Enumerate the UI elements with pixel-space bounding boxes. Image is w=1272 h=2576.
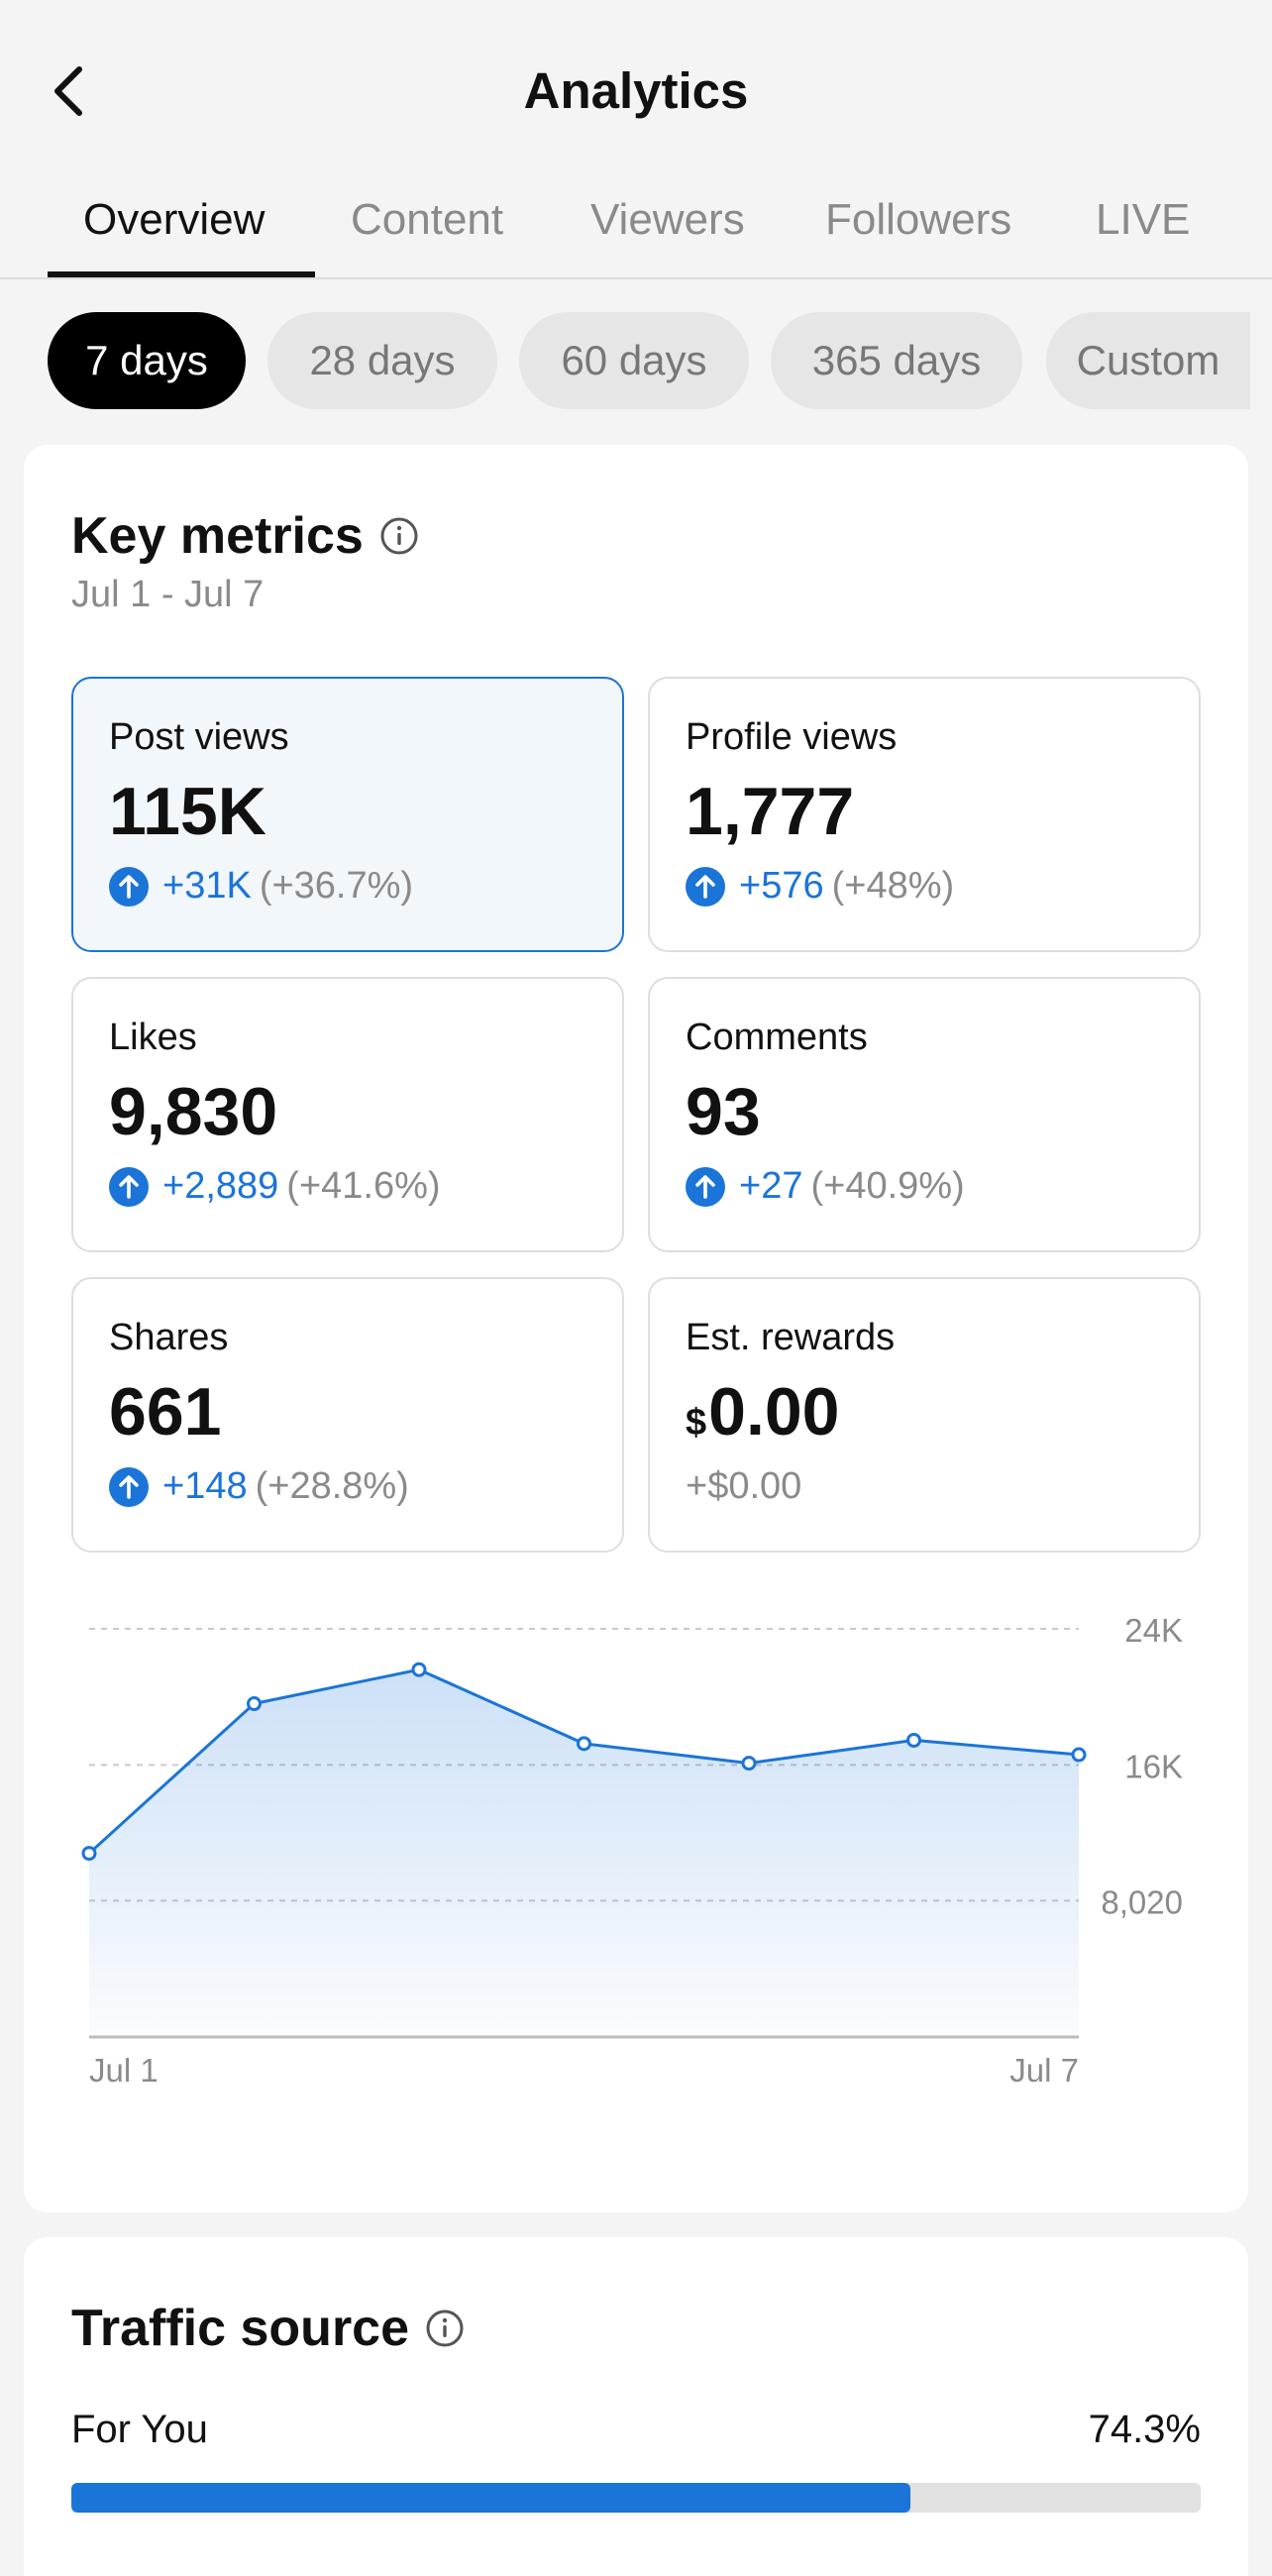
metric-delta: +576 (+48%) <box>686 865 954 908</box>
data-point <box>577 1736 591 1752</box>
traffic-row-for-you: For You 74.3% <box>71 2408 1201 2467</box>
metric-value: 9,830 <box>109 1074 278 1149</box>
metric-label: Shares <box>109 1317 229 1358</box>
info-icon[interactable] <box>425 2308 465 2348</box>
key-metrics-card: Key metrics Jul 1 - Jul 7 Post views 115… <box>24 445 1248 2212</box>
y-tick-label: 24K <box>1124 1612 1183 1649</box>
data-point <box>906 1732 921 1748</box>
metric-delta: +$0.00 <box>686 1465 801 1508</box>
x-tick-label: Jul 1 <box>89 2052 159 2089</box>
key-metrics-title: Key metrics <box>71 507 364 565</box>
traffic-source-card: Traffic source For You 74.3% <box>24 2237 1248 2576</box>
delta-percent: (+41.6%) <box>286 1165 441 1207</box>
delta-percent: (+36.7%) <box>259 865 414 907</box>
metric-delta: +31K (+36.7%) <box>109 865 413 908</box>
info-icon[interactable] <box>379 516 419 556</box>
delta-value: +$0.00 <box>686 1465 802 1507</box>
metric-label: Profile views <box>686 716 898 758</box>
metric-value: 661 <box>109 1374 222 1449</box>
tab-live[interactable]: LIVE <box>1096 195 1191 244</box>
back-button[interactable] <box>40 61 99 121</box>
data-point <box>81 1846 97 1862</box>
metric-value: 115K <box>109 774 266 849</box>
tab-overview[interactable]: Overview <box>83 195 265 244</box>
metric-delta: +148 (+28.8%) <box>109 1465 409 1508</box>
up-arrow-icon <box>109 866 149 907</box>
area-fill <box>89 1669 1079 2037</box>
tab-bar: Overview Content Viewers Followers LIVE <box>0 188 1272 279</box>
range-chip-7-days[interactable]: 7 days <box>48 312 246 409</box>
metric-label: Comments <box>686 1017 868 1058</box>
delta-value: +148 <box>162 1465 248 1507</box>
y-tick-label: 16K <box>1124 1748 1183 1784</box>
metric-amount: 0.00 <box>708 1374 840 1449</box>
traffic-label: For You <box>71 2408 208 2451</box>
tab-content[interactable]: Content <box>351 195 504 244</box>
tab-viewers[interactable]: Viewers <box>590 195 745 244</box>
y-tick-label: 8,020 <box>1101 1883 1183 1920</box>
range-chip-60-days[interactable]: 60 days <box>519 312 749 409</box>
key-metrics-heading: Key metrics <box>71 506 419 566</box>
page-title: Analytics <box>523 62 749 119</box>
up-arrow-icon <box>109 1166 149 1207</box>
traffic-bar-track <box>71 2483 1201 2513</box>
metric-card-post-views[interactable]: Post views 115K +31K (+36.7%) <box>71 677 624 952</box>
traffic-percent: 74.3% <box>1088 2408 1201 2451</box>
metric-card-comments[interactable]: Comments 93 +27 (+40.9%) <box>648 977 1201 1252</box>
metric-label: Likes <box>109 1017 197 1058</box>
metric-value: 93 <box>686 1074 761 1149</box>
currency-symbol: $ <box>686 1402 707 1444</box>
delta-percent: (+40.9%) <box>810 1165 965 1207</box>
range-chip-365-days[interactable]: 365 days <box>771 312 1022 409</box>
up-arrow-icon <box>686 1166 725 1207</box>
tab-followers[interactable]: Followers <box>825 195 1012 244</box>
chart-svg: 8,020 16K 24K Jul 1 Jul 7 <box>81 1612 1183 2089</box>
range-chip-custom[interactable]: Custom <box>1046 312 1250 409</box>
x-tick-label: Jul 7 <box>1009 2052 1079 2089</box>
delta-percent: (+28.8%) <box>255 1465 409 1507</box>
delta-value: +27 <box>739 1165 803 1207</box>
metric-card-profile-views[interactable]: Profile views 1,777 +576 (+48%) <box>648 677 1201 952</box>
data-point <box>1071 1747 1087 1763</box>
metric-label: Est. rewards <box>686 1317 896 1358</box>
data-point <box>247 1696 262 1712</box>
traffic-bar-fill <box>71 2483 911 2513</box>
active-tab-indicator <box>48 271 315 277</box>
data-point <box>411 1662 427 1677</box>
back-arrow-icon <box>54 66 82 116</box>
data-point <box>741 1756 757 1771</box>
metric-value: $0.00 <box>686 1373 840 1450</box>
metric-card-likes[interactable]: Likes 9,830 +2,889 (+41.6%) <box>71 977 624 1252</box>
up-arrow-icon <box>109 1466 149 1507</box>
metric-card-shares[interactable]: Shares 661 +148 (+28.8%) <box>71 1277 624 1553</box>
metric-delta: +27 (+40.9%) <box>686 1165 965 1208</box>
delta-value: +2,889 <box>162 1165 279 1207</box>
delta-percent: (+48%) <box>831 865 955 907</box>
metric-label: Post views <box>109 716 289 758</box>
delta-value: +31K <box>162 865 252 907</box>
date-range-label: Jul 1 - Jul 7 <box>71 574 265 615</box>
traffic-source-title: Traffic source <box>71 2300 410 2357</box>
metric-delta: +2,889 (+41.6%) <box>109 1165 441 1208</box>
post-views-chart: 8,020 16K 24K Jul 1 Jul 7 <box>24 1589 1248 2144</box>
range-chip-28-days[interactable]: 28 days <box>267 312 497 409</box>
delta-value: +576 <box>739 865 824 907</box>
header: Analytics <box>0 0 1272 188</box>
up-arrow-icon <box>686 866 725 907</box>
traffic-source-heading: Traffic source <box>71 2299 465 2358</box>
metric-value: 1,777 <box>686 774 855 849</box>
date-range-chips: 7 days 28 days 60 days 365 days Custom <box>0 312 1272 411</box>
metric-card-est-rewards[interactable]: Est. rewards $0.00 +$0.00 <box>648 1277 1201 1553</box>
